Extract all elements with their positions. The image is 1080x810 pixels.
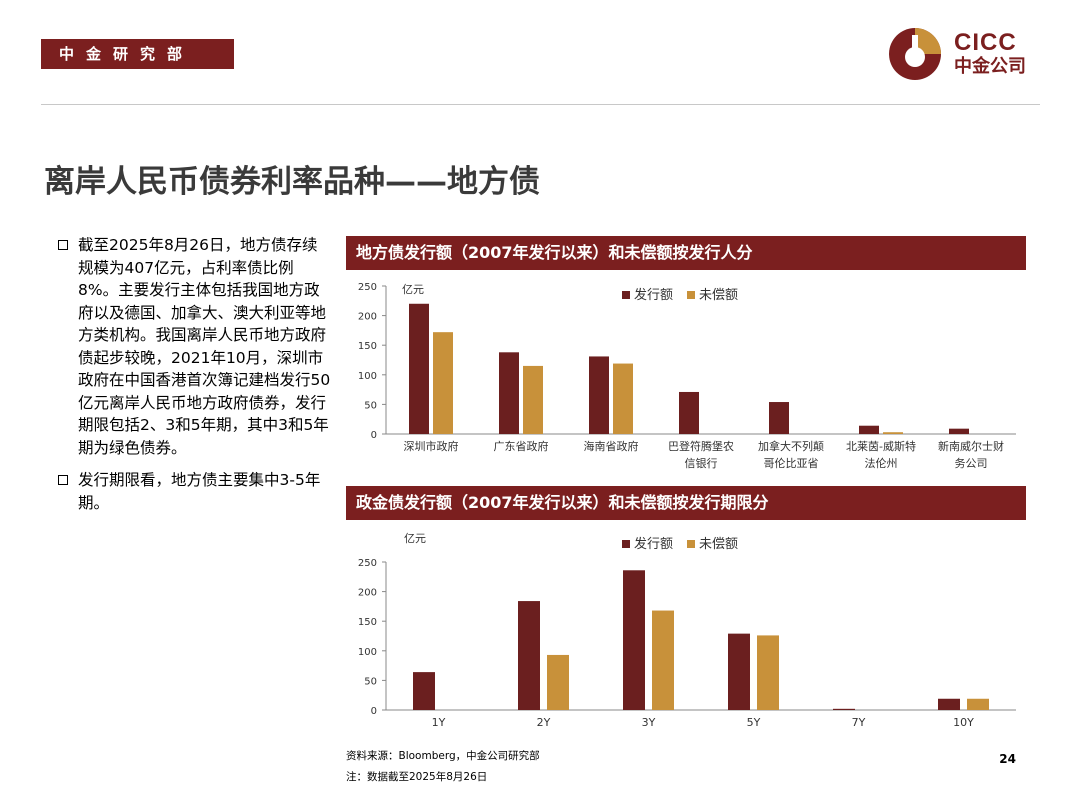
bar-outstanding [967,698,989,710]
y-tick-label: 250 [358,282,377,293]
y-tick-label: 150 [358,617,377,628]
x-tick-label: 3Y [642,716,656,729]
legend-swatch [687,291,695,299]
bullet-item: 截至2025年8月26日，地方债存续规模为407亿元，占利率债比例8%。主要发行… [58,234,332,459]
y-tick-label: 0 [371,706,377,717]
bar-outstanding [547,654,569,710]
legend-label: 未偿额 [699,288,738,303]
y-tick-label: 0 [371,430,377,441]
cicc-logo-mark [889,28,941,80]
bar-issued [499,352,519,434]
y-tick-label: 100 [358,371,377,382]
bar-issued [728,633,750,710]
x-tick-label: 5Y [747,716,761,729]
logo-text-en: CICC [954,29,1017,56]
bar-issued [859,425,879,434]
x-tick-label: 2Y [537,716,551,729]
x-tick-label: 7Y [852,716,866,729]
y-axis-unit-label: 亿元 [402,283,424,296]
y-tick-label: 150 [358,341,377,352]
legend-swatch [687,540,695,548]
legend-swatch [622,540,630,548]
cicc-logo: CICC 中金公司 [888,27,1048,83]
y-tick-label: 200 [358,312,377,323]
legend-label: 未偿额 [699,537,738,552]
y-tick-label: 50 [364,676,377,687]
brand-tag: 中金研究部 [41,39,234,69]
x-tick-label: 1Y [432,716,446,729]
legend-swatch [622,291,630,299]
bar-outstanding [883,432,903,434]
bar-outstanding [523,365,543,434]
chart-issuer: 亿元 0 50 100 150 200 250 深圳市政府 广东省政府 海南省政府 巴登符腾堡农信银… [358,282,1016,470]
bar-issued [623,570,645,710]
y-tick-label: 200 [358,588,377,599]
bar-issued [949,428,969,434]
x-tick-label: 新南威尔士财 [938,439,1004,453]
bullet-text: 截至2025年8月26日，地方债存续规模为407亿元，占利率债比例8%。主要发行… [78,236,331,457]
x-tick-label: 10Y [953,716,974,729]
logo-text-cn: 中金公司 [954,56,1026,77]
page-number: 24 [999,752,1016,766]
x-tick-label: 北莱茵-威斯特 [846,439,916,453]
square-bullet-icon [58,240,68,250]
bar-issued [589,356,609,434]
page-title: 离岸人民币债券利率品种——地方债 [44,164,540,200]
legend-label: 发行额 [634,536,673,552]
square-bullet-icon [58,475,68,485]
bar-issued [833,708,855,710]
x-tick-label: 巴登符腾堡农 [668,439,734,453]
x-tick-label: 广东省政府 [494,439,549,453]
bar-issued [518,601,540,710]
bar-outstanding [613,363,633,434]
x-tick-label: 海南省政府 [584,439,639,453]
bullet-text: 发行期限看，地方债主要集中3-5年期。 [78,471,321,512]
bar-issued [769,402,789,434]
bullet-list: 截至2025年8月26日，地方债存续规模为407亿元，占利率债比例8%。主要发行… [58,234,332,524]
chart-2-header: 政金债发行额（2007年发行以来）和未偿额按发行期限分 [346,486,1026,520]
bar-issued [938,698,960,710]
x-tick-label: 哥伦比亚省 [764,456,819,470]
y-axis-unit-label: 亿元 [404,532,426,545]
header-divider [41,104,1040,105]
chart-tenor: 亿元 0 50 100 150 200 250 1Y 2Y 3Y 5Y 7Y 10Y 发行额 未偿额 [358,532,1016,729]
x-tick-label: 加拿大不列颠 [758,439,824,453]
y-tick-label: 50 [364,400,377,411]
source-note: 资料来源：Bloomberg，中金公司研究部 [346,750,540,762]
legend-label: 发行额 [634,287,673,303]
chart-1-header: 地方债发行额（2007年发行以来）和未偿额按发行人分 [346,236,1026,270]
y-tick-label: 100 [358,647,377,658]
bar-outstanding [652,610,674,710]
x-tick-label: 法伦州 [865,456,898,470]
bar-outstanding [757,635,779,710]
bar-issued [679,391,699,434]
bar-outstanding [433,332,453,434]
bar-issued [409,303,429,434]
data-date-note: 注：数据截至2025年8月26日 [346,771,488,783]
bar-issued [413,672,435,710]
x-tick-label: 信银行 [685,456,718,470]
x-tick-label: 务公司 [955,457,988,470]
x-tick-label: 深圳市政府 [404,439,459,453]
y-tick-label: 250 [358,558,377,569]
bullet-item: 发行期限看，地方债主要集中3-5年期。 [58,469,332,514]
